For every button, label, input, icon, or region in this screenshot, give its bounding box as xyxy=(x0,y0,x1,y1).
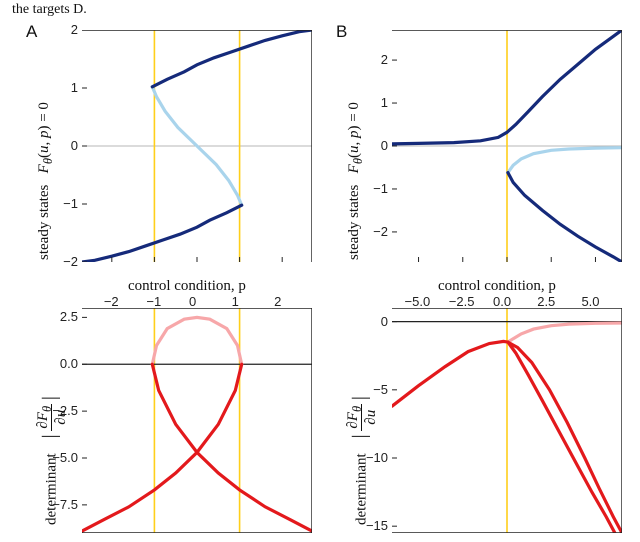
ylabel-a-top: steady states Fθ(u, p) = 0 xyxy=(36,102,56,260)
plot-a-top xyxy=(82,30,312,262)
panel-label-b: B xyxy=(336,22,347,42)
ylabel-b-top: steady states Fθ(u, p) = 0 xyxy=(346,102,366,260)
caption-text: the targets D. xyxy=(12,2,87,18)
plot-a-bot xyxy=(82,308,312,533)
plot-b-bot xyxy=(392,308,622,533)
panel-label-a: A xyxy=(26,22,37,42)
figure-root: the targets D. A B steady states Fθ(u, p… xyxy=(0,0,640,542)
xlabel-a: control condition, p xyxy=(128,278,246,295)
plot-b-top xyxy=(392,30,622,262)
xlabel-b: control condition, p xyxy=(438,278,556,295)
